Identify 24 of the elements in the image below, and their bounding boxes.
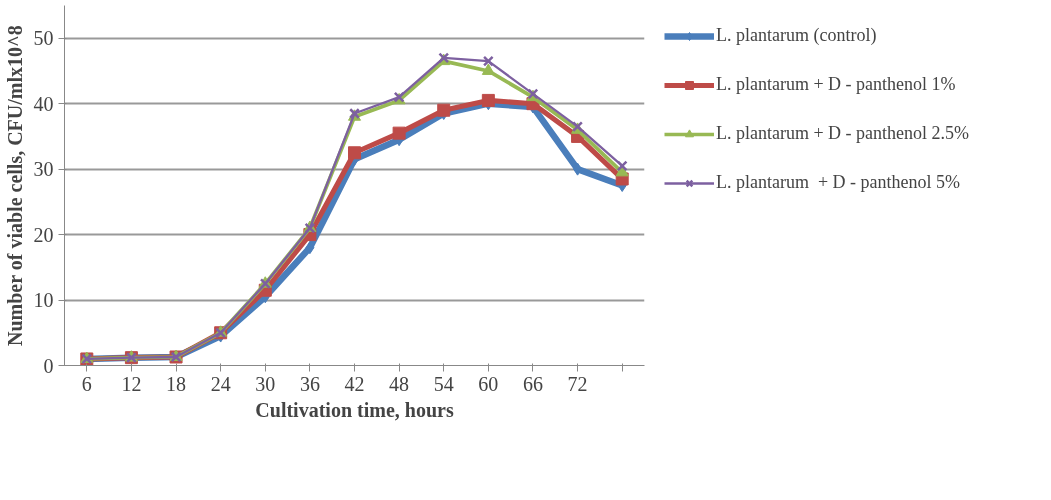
legend-label: L. plantarum + D - panthenol 5%: [716, 172, 961, 193]
x-axis-title: Cultivation time, hours: [255, 398, 454, 421]
x-tick-label: 48: [389, 372, 410, 395]
x-tick-label: 24: [210, 372, 231, 395]
x-tick-label: 30: [255, 372, 276, 395]
x-tick-label: 12: [121, 372, 142, 395]
x-tick-label: 54: [433, 372, 454, 395]
y-tick-label: 50: [33, 27, 54, 50]
y-tick-label: 0: [43, 354, 54, 377]
x-tick-label: 72: [567, 372, 588, 395]
x-tick-label: 42: [344, 372, 365, 395]
x-tick-label: 60: [478, 372, 499, 395]
x-tick-label: 66: [522, 372, 543, 395]
legend-label: L. plantarum + D - panthenol 2.5%: [716, 123, 970, 144]
legend-label: L. plantarum + D - panthenol 1%: [716, 74, 956, 95]
x-tick-label: 6: [81, 372, 92, 395]
y-tick-label: 20: [33, 223, 54, 246]
legend-label: L. plantarum (control): [716, 25, 877, 46]
y-axis-title: Number of viable cells, CFU/mlx10^8: [3, 25, 26, 347]
y-tick-label: 30: [33, 158, 54, 181]
y-tick-label: 40: [33, 92, 54, 115]
y-tick-label: 10: [33, 289, 54, 312]
x-tick-label: 18: [166, 372, 187, 395]
x-tick-label: 36: [299, 372, 320, 395]
